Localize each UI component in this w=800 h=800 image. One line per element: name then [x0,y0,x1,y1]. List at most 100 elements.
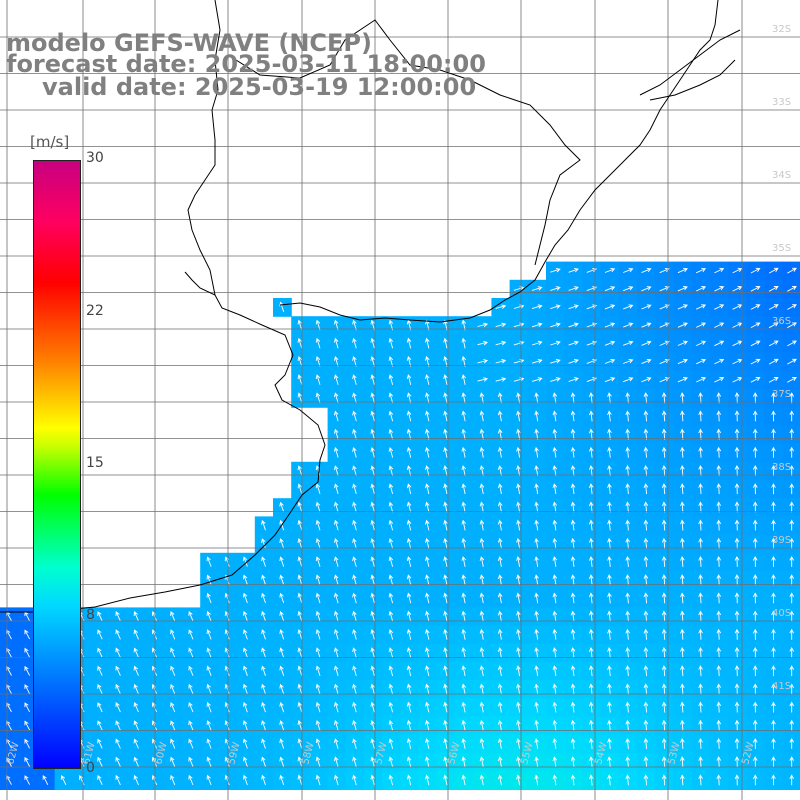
wind-arrow [516,592,521,604]
wind-arrow [734,483,740,495]
wind-arrow [607,737,612,749]
wind-arrow [641,340,652,346]
wind-arrow [716,756,722,768]
wind-arrow [752,737,758,749]
wind-arrow [607,628,612,640]
wind-arrow [570,537,576,549]
wind-arrow [333,556,339,567]
wind-arrow [789,555,794,567]
wind-arrow [534,683,539,695]
wind-arrow [714,340,725,347]
wind-arrow [550,340,561,346]
wind-arrow [534,483,539,495]
wind-arrow [607,683,612,695]
wind-arrow [680,646,685,658]
wind-arrow [406,374,412,385]
wind-arrow [388,465,394,476]
wind-arrow [698,737,703,749]
wind-arrow [643,737,649,749]
wind-arrow [789,756,794,768]
wind-arrow [206,720,212,731]
wind-arrow [698,428,703,440]
wind-arrow [206,738,212,749]
wind-arrow [406,537,412,549]
wind-arrow [315,592,321,604]
wind-arrow [680,555,685,567]
wind-arrow [750,358,761,365]
wind-arrow [206,665,212,676]
wind-arrow [588,665,594,677]
wind-arrow [425,774,430,786]
wind-arrow [643,501,649,513]
wind-arrow [625,683,630,695]
wind-arrow [188,647,194,658]
wind-arrow [352,519,357,531]
latitude-label: 40S [772,608,791,619]
wind-arrow [170,647,176,658]
wind-arrow [370,355,375,367]
wind-arrow [752,446,758,458]
coastline-uruguay-brazil [279,0,719,323]
wind-arrow [97,665,103,676]
wind-arrow [406,592,412,604]
wind-arrow [570,392,576,404]
wind-arrow [734,701,740,713]
wind-arrow [680,756,685,768]
wind-arrow [716,574,722,586]
wind-arrow [643,719,649,731]
wind-arrow [641,286,652,292]
colorbar-tick-22: 22 [86,303,104,319]
wind-arrow [698,574,703,586]
wind-arrow [242,665,248,676]
wind-arrow [479,537,485,549]
wind-arrow [768,340,779,347]
colorbar-tick-8: 8 [86,607,95,623]
wind-arrow [315,756,321,768]
wind-arrow [315,374,321,385]
wind-arrow [787,322,797,329]
wind-arrow [479,446,485,458]
wind-arrow [625,646,630,658]
wind-arrow [297,610,303,622]
wind-arrow [242,647,248,658]
wind-arrow [388,483,394,495]
wind-arrow [370,756,375,768]
lagoa-dos-patos [639,29,741,101]
wind-arrow [388,556,394,567]
wind-arrow [750,286,761,292]
wind-arrow [188,774,194,786]
wind-arrow [734,683,740,695]
wind-arrow [242,683,248,695]
wind-arrow [370,319,375,331]
wind-arrow [680,464,685,476]
wind-arrow [297,356,303,367]
wind-arrow [352,538,357,549]
wind-arrow [516,537,521,549]
wind-arrow [370,738,375,749]
wind-arrow [461,483,467,495]
wind-arrow [333,665,339,677]
wind-arrow [370,701,375,713]
wind-arrow [388,592,394,604]
wind-arrow [297,647,303,658]
wind-arrow [623,322,634,328]
wind-arrow [443,337,448,349]
wind-arrow [261,665,266,676]
wind-arrow [297,392,303,404]
wind-arrow [279,610,285,622]
wind-arrow [677,322,688,328]
wind-arrow [789,464,794,476]
wind-arrow [771,410,776,422]
wind-arrow [641,267,652,274]
wind-arrow [677,340,688,346]
wind-arrow [188,683,194,695]
wind-arrow [643,537,649,549]
wind-arrow [242,701,248,713]
wind-arrow [716,446,722,458]
wind-arrow [625,483,630,495]
wind-arrow [680,519,685,531]
wind-arrow [531,358,543,364]
wind-arrow [734,610,740,622]
wind-arrow [60,774,67,785]
